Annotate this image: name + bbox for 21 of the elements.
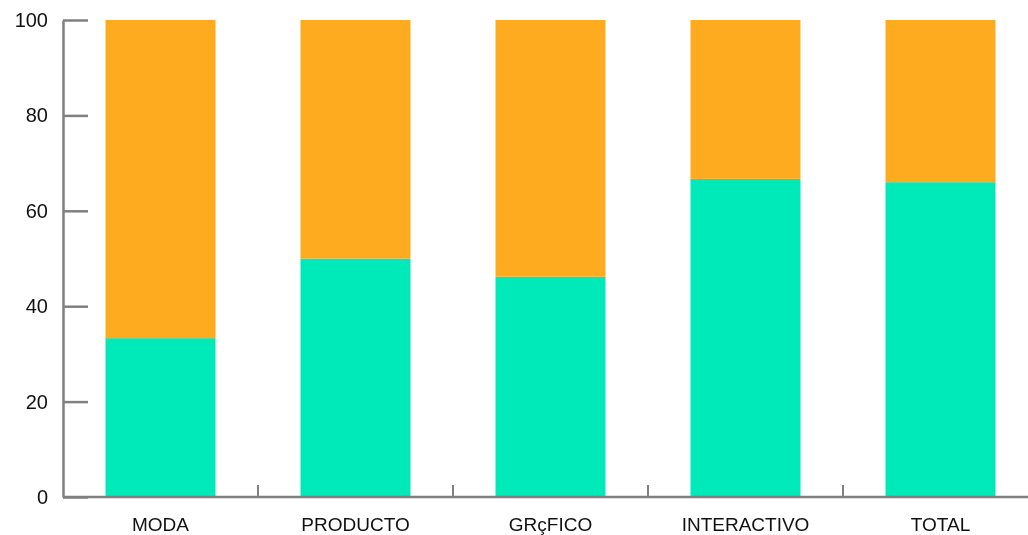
x-tick-label: INTERACTIVO [681,513,810,535]
x-tick-label: TOTAL [910,513,971,535]
bar [300,258,411,497]
y-tick-label: 60 [25,199,48,222]
x-tick-label: GRçFICO [508,513,593,535]
bar [495,276,606,497]
bar [105,338,216,497]
x-tick-label: PRODUCTO [301,513,410,535]
x-tick-label: MODA [132,513,190,535]
y-tick-label: 20 [25,390,48,413]
bar [885,20,996,183]
bar [495,20,606,277]
y-tick-label: 40 [25,295,48,318]
y-tick-label: 100 [14,8,48,31]
bar [885,182,996,497]
bar [105,20,216,339]
y-tick-label: 0 [36,485,48,508]
bar [690,20,801,179]
bar [690,178,801,497]
bar [300,20,411,259]
y-tick-label: 80 [25,104,48,127]
